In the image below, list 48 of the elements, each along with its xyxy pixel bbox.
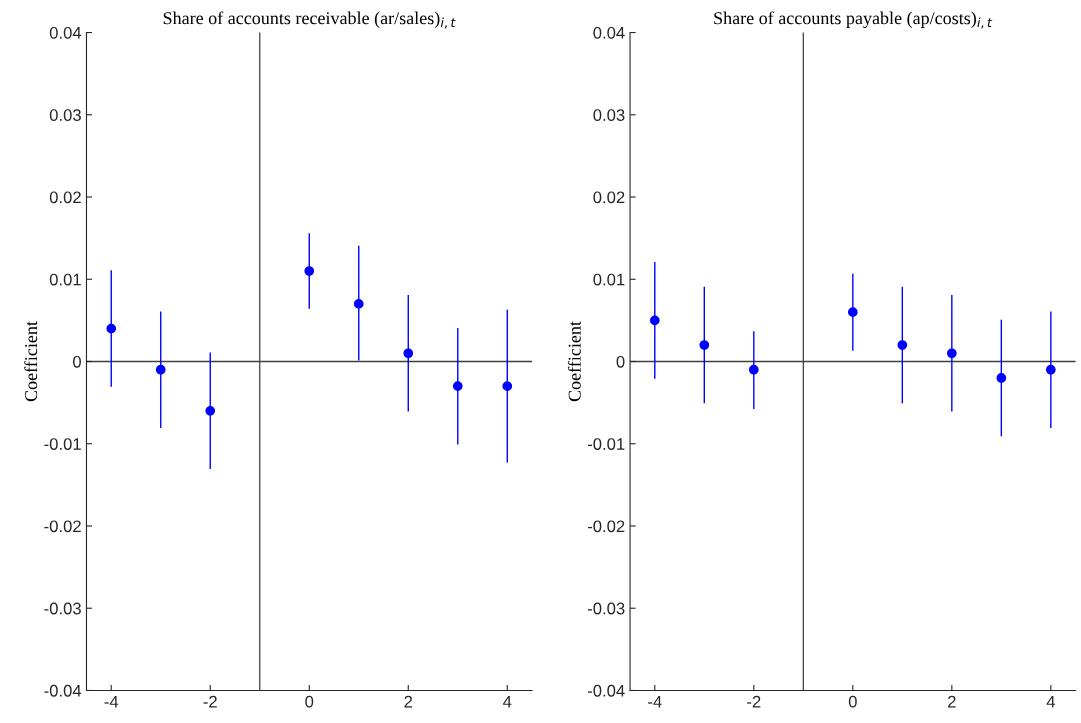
y-tick-label: 0.01 — [49, 273, 81, 286]
y-tick-label: -0.03 — [587, 602, 625, 615]
y-tick-label: 0.04 — [49, 26, 82, 39]
y-tick-label: -0.01 — [44, 438, 81, 450]
point — [847, 307, 858, 318]
y-tick-label: -0.02 — [587, 520, 625, 533]
x-tick-label: -2 — [203, 695, 217, 708]
point — [946, 348, 957, 359]
point — [649, 315, 660, 326]
y-tick-label: 0.02 — [593, 191, 625, 204]
x-tick-label: 4 — [503, 695, 512, 708]
x-tick-label: 2 — [948, 695, 956, 708]
point — [106, 323, 117, 334]
x-tick-label: 0 — [305, 695, 314, 708]
x-tick-label: 0 — [848, 695, 857, 708]
chart-title: Share of accounts receivable (ar/sales)$_{i,t}$ — [163, 11, 456, 29]
point — [502, 381, 513, 392]
y-tick-label: -0.04 — [44, 684, 82, 697]
y-tick-label: -0.03 — [44, 602, 81, 615]
y-tick-label: 0.02 — [49, 191, 81, 204]
point — [996, 373, 1007, 383]
point — [304, 266, 315, 276]
point — [699, 340, 710, 350]
x-tick-label: -4 — [104, 695, 119, 708]
y-tick-label: 0.03 — [593, 109, 625, 121]
y-tick-label: 0.03 — [49, 109, 81, 121]
x-tick-label: -2 — [747, 695, 761, 708]
y-tick-label: 0.01 — [593, 273, 625, 286]
point — [452, 381, 463, 392]
y-tick-label: -0.04 — [587, 684, 625, 697]
point — [897, 340, 908, 350]
y-axis-title: Coefficient — [567, 321, 581, 402]
point — [748, 364, 759, 375]
y-axis-title: Coefficient — [24, 321, 38, 402]
x-tick-label: 4 — [1046, 695, 1055, 708]
point — [205, 405, 216, 416]
chart-title: Share of accounts payable (ap/costs)$_{i,t}$ — [714, 11, 993, 29]
y-tick-label: 0 — [73, 355, 81, 368]
y-tick-label: -0.02 — [44, 520, 81, 533]
point — [1045, 364, 1056, 375]
x-tick-label: 2 — [404, 695, 413, 708]
x-tick-label: -4 — [648, 695, 662, 708]
point — [155, 364, 166, 375]
y-tick-label: 0.04 — [593, 26, 625, 39]
y-tick-label: -0.01 — [587, 438, 625, 450]
point — [353, 299, 364, 309]
point — [403, 348, 414, 359]
y-tick-label: 0 — [616, 355, 625, 368]
